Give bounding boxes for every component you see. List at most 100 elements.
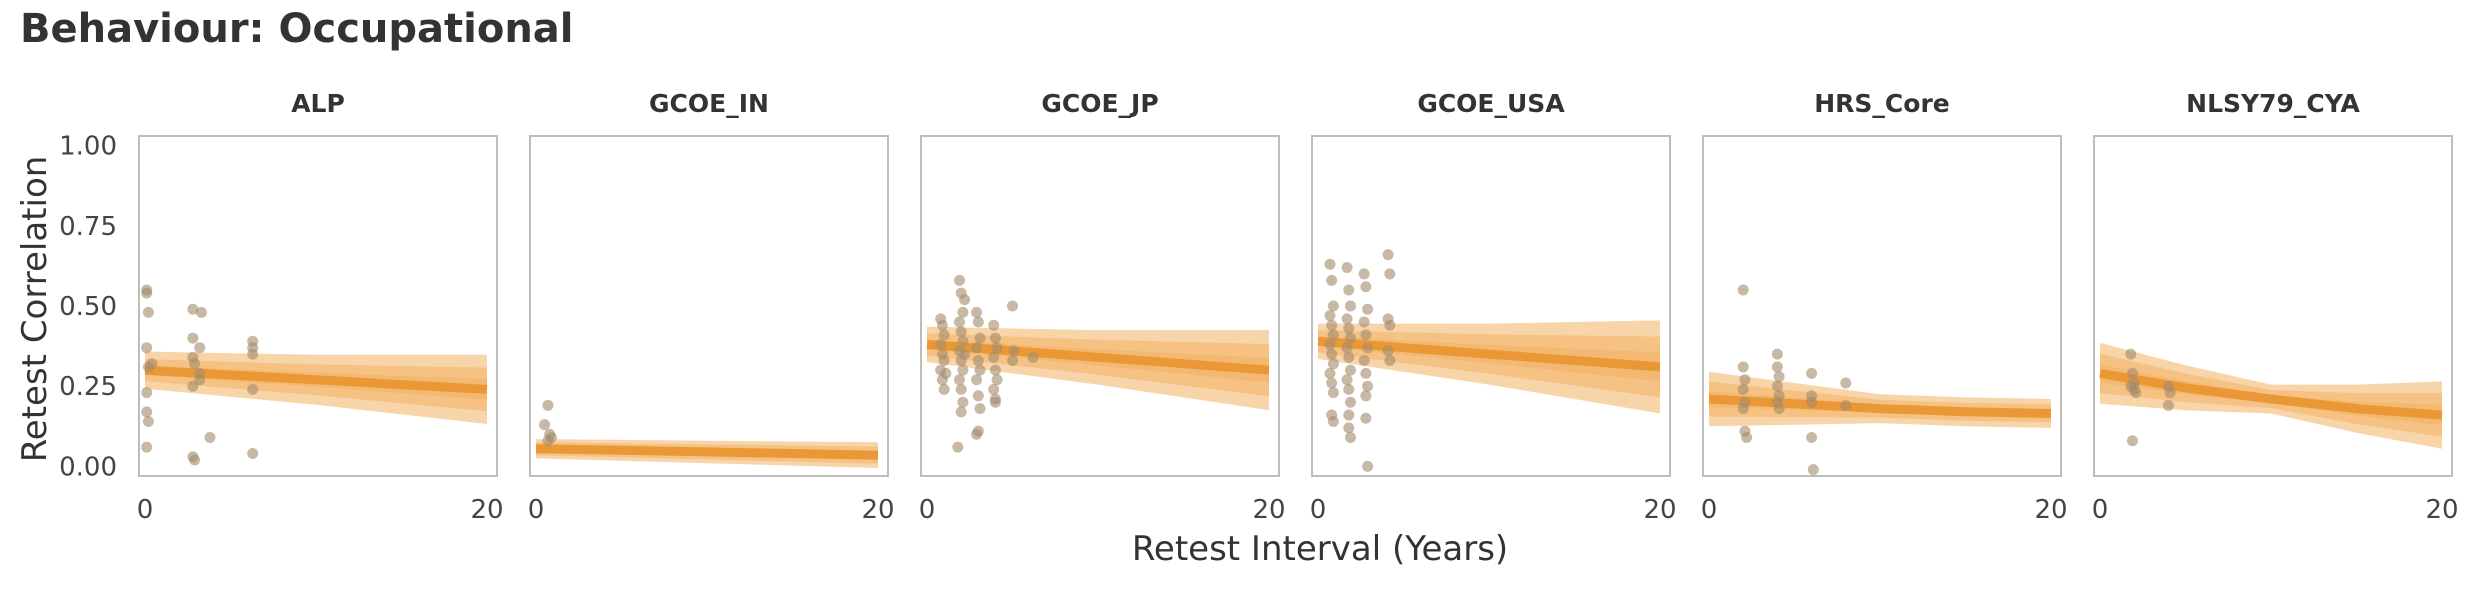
- facet-title: GCOE_JP: [1041, 89, 1158, 118]
- x-axis-label: Retest Interval (Years): [1132, 529, 1508, 569]
- facet-panel-gcoe-jp: GCOE_JP 0 20: [919, 89, 1286, 525]
- y-tick-label: 1.00: [59, 132, 117, 162]
- data-point: [1327, 329, 1339, 341]
- x-tick-label: 20: [1252, 495, 1285, 525]
- data-point: [1362, 380, 1374, 392]
- data-point: [1806, 432, 1818, 444]
- data-point: [957, 364, 969, 376]
- data-point: [1343, 409, 1355, 421]
- data-point: [1806, 396, 1818, 408]
- data-point: [1360, 329, 1372, 341]
- data-point: [1324, 310, 1336, 322]
- panel-frame: [138, 135, 498, 477]
- data-point: [1737, 361, 1749, 373]
- data-point: [974, 403, 986, 415]
- data-point: [1007, 355, 1018, 367]
- data-point: [938, 355, 950, 367]
- facet-title: GCOE_USA: [1417, 89, 1565, 118]
- data-point: [189, 454, 201, 466]
- data-point: [959, 348, 971, 360]
- data-point: [1327, 358, 1339, 370]
- data-point: [935, 338, 947, 350]
- x-tick-label: 20: [2425, 495, 2458, 525]
- fit-line: [2099, 368, 2443, 420]
- data-point: [1324, 258, 1336, 270]
- data-point: [2125, 348, 2137, 360]
- data-point: [1360, 412, 1372, 424]
- data-point: [141, 441, 153, 453]
- data-point: [142, 306, 154, 318]
- data-point: [2126, 435, 2138, 447]
- data-point: [187, 380, 199, 392]
- data-point: [2126, 367, 2138, 379]
- data-point: [1341, 342, 1353, 354]
- data-point: [1343, 322, 1355, 334]
- data-point: [1737, 403, 1749, 415]
- data-point: [141, 406, 153, 418]
- data-point: [1358, 355, 1370, 367]
- data-point: [1737, 284, 1749, 296]
- facet-title: ALP: [291, 89, 345, 118]
- y-tick-label: 0.75: [59, 212, 117, 242]
- page-title: Behaviour: Occupational: [20, 6, 574, 52]
- data-point: [1360, 390, 1372, 402]
- data-point: [940, 367, 952, 379]
- data-point: [1739, 374, 1751, 386]
- data-point: [142, 415, 154, 427]
- data-point: [1027, 351, 1039, 363]
- data-point: [989, 364, 1001, 376]
- data-point: [1384, 319, 1396, 331]
- data-point: [1326, 377, 1338, 389]
- facet-panel-hrs-core: HRS_Core 0 20: [1701, 89, 2068, 525]
- data-point: [1343, 351, 1355, 363]
- data-point: [1344, 300, 1356, 312]
- x-tick-label: 0: [528, 495, 545, 525]
- data-point: [953, 274, 965, 286]
- panel-frame: [1311, 135, 1671, 477]
- fit-line: [535, 444, 879, 460]
- data-point: [1326, 348, 1338, 360]
- data-point: [247, 348, 259, 360]
- facet-title: GCOE_IN: [649, 89, 769, 118]
- facet-title: NLSY79_CYA: [2186, 89, 2360, 118]
- data-point: [1344, 432, 1356, 444]
- data-point: [141, 287, 153, 299]
- data-point: [991, 374, 1003, 386]
- facet-panel-alp: ALP 0 20: [137, 89, 504, 525]
- data-point: [957, 335, 969, 347]
- x-tick-label: 0: [1701, 495, 1718, 525]
- data-point: [938, 329, 950, 341]
- panel-frame: [920, 135, 1280, 477]
- data-point: [971, 342, 983, 354]
- data-point: [971, 306, 983, 318]
- data-point: [194, 342, 206, 354]
- x-tick-label: 0: [2092, 495, 2109, 525]
- data-point: [1327, 387, 1339, 399]
- data-point: [539, 419, 551, 431]
- data-point: [1344, 396, 1356, 408]
- data-point: [955, 406, 967, 418]
- facet-panel-gcoe-usa: GCOE_USA 0 20: [1310, 89, 1677, 525]
- credible-band: [145, 351, 487, 424]
- x-tick-label: 20: [470, 495, 503, 525]
- y-tick-label: 0.50: [59, 292, 117, 322]
- y-tick-label: 0.00: [59, 452, 117, 482]
- data-point: [1324, 338, 1336, 350]
- facet-panel-nlsy79-cya: NLSY79_CYA 0 20: [2092, 89, 2459, 525]
- data-point: [189, 358, 201, 370]
- x-tick-label: 0: [1310, 495, 1327, 525]
- data-point: [1007, 300, 1018, 312]
- data-point: [1773, 371, 1785, 383]
- facet-panel-gcoe-in: GCOE_IN 0 20: [528, 89, 895, 525]
- panel-frame: [2093, 135, 2453, 477]
- data-point: [1806, 367, 1818, 379]
- data-point: [141, 387, 153, 399]
- data-point: [1343, 422, 1355, 434]
- data-point: [1741, 432, 1753, 444]
- data-point: [972, 316, 984, 328]
- data-point: [988, 319, 1000, 331]
- data-point: [2162, 399, 2174, 411]
- data-point: [1362, 342, 1374, 354]
- data-point: [542, 399, 554, 411]
